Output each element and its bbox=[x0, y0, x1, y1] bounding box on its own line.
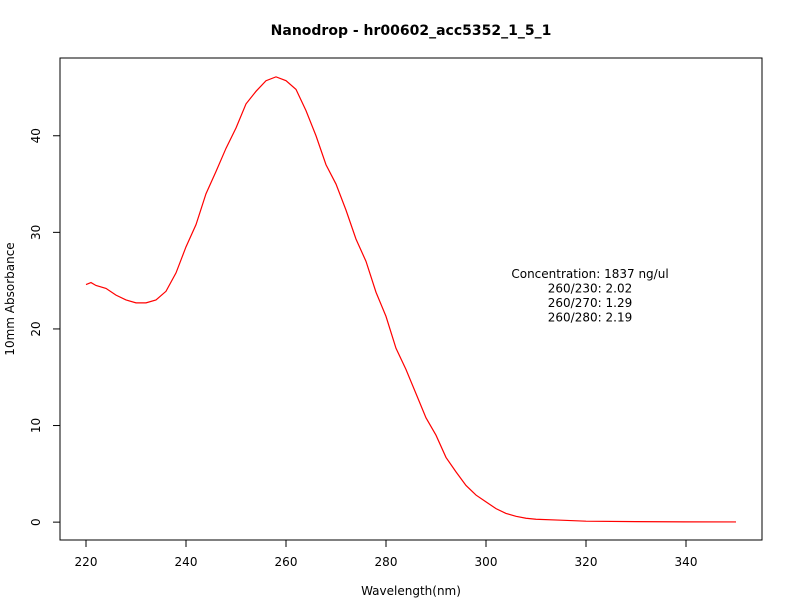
chart-title: Nanodrop - hr00602_acc5352_1_5_1 bbox=[271, 23, 552, 39]
data-line bbox=[85, 76, 737, 523]
y-tick-label: 0 bbox=[29, 518, 43, 526]
x-axis-label: Wavelength(nm) bbox=[361, 584, 461, 598]
y-tick-label: 10 bbox=[29, 418, 43, 433]
x-tick-label: 220 bbox=[75, 555, 98, 569]
x-tick-label: 320 bbox=[575, 555, 598, 569]
x-tick-label: 300 bbox=[475, 555, 498, 569]
annotation: 260/230: 2.02 bbox=[548, 282, 632, 296]
y-tick-label: 20 bbox=[29, 321, 43, 336]
x-tick-label: 340 bbox=[675, 555, 698, 569]
annotation: 260/280: 2.19 bbox=[548, 311, 632, 325]
annotation: Concentration: 1837 ng/ul bbox=[511, 267, 668, 281]
x-tick-label: 260 bbox=[275, 555, 298, 569]
x-tick-label: 240 bbox=[175, 555, 198, 569]
y-axis-label: 10mm Absorbance bbox=[3, 242, 17, 355]
annotation: 260/270: 1.29 bbox=[548, 296, 632, 310]
y-tick-label: 30 bbox=[29, 225, 43, 240]
plot-box bbox=[59, 57, 763, 541]
x-tick-label: 280 bbox=[375, 555, 398, 569]
y-tick-label: 40 bbox=[29, 128, 43, 143]
